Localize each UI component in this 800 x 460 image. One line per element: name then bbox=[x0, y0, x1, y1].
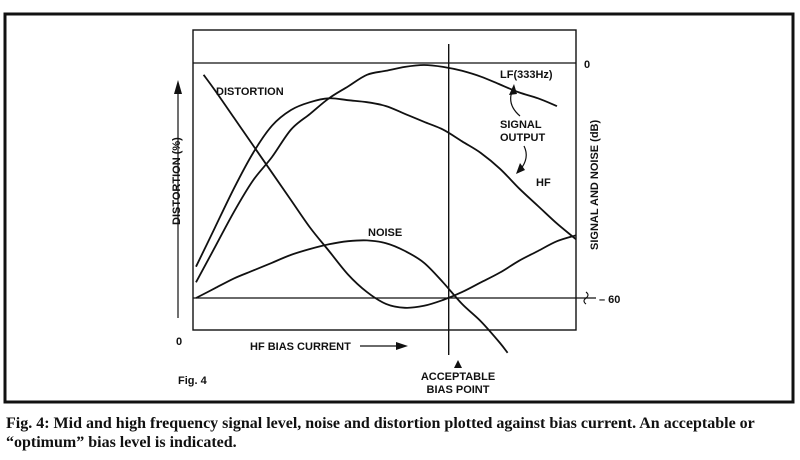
series-layer bbox=[195, 64, 577, 354]
bias-point-label-line2: BIAS POINT bbox=[427, 384, 490, 396]
right-tick-minus-sixty: – 60 bbox=[599, 294, 620, 306]
right-y-axis-label: SIGNAL AND NOISE (dB) bbox=[589, 119, 601, 250]
x-axis-label: HF BIAS CURRENT bbox=[250, 341, 351, 353]
figure-caption: Fig. 4: Mid and high frequency signal le… bbox=[6, 415, 755, 451]
axis-break-mark bbox=[583, 291, 589, 305]
x-axis-arrowhead bbox=[396, 342, 408, 350]
signal-output-arrowhead-up bbox=[509, 84, 517, 95]
series-line-hf bbox=[195, 97, 577, 268]
signal-output-label-line2: OUTPUT bbox=[500, 132, 546, 144]
series-label-hf: HF bbox=[536, 177, 551, 189]
series-line-lf-333hz bbox=[195, 64, 558, 283]
bias-point-label-line1: ACCEPTABLE bbox=[421, 371, 495, 383]
left-y-axis-label: DISTORTION (%) bbox=[171, 137, 183, 225]
distortion-axis-arrowhead bbox=[174, 80, 182, 94]
series-label-distortion: DISTORTION bbox=[216, 86, 284, 98]
signal-output-arrowhead-down bbox=[516, 163, 525, 174]
series-line-distortion bbox=[202, 74, 577, 309]
series-label-lf: LF(333Hz) bbox=[500, 69, 553, 81]
fig-label: Fig. 4 bbox=[178, 375, 208, 387]
x-origin-label: 0 bbox=[176, 336, 182, 348]
right-tick-zero: 0 bbox=[584, 59, 590, 71]
series-label-noise: NOISE bbox=[368, 227, 402, 239]
bias-point-arrowhead bbox=[454, 360, 462, 368]
plot-box bbox=[192, 29, 577, 331]
signal-output-label-line1: SIGNAL bbox=[500, 119, 542, 131]
series-line-noise bbox=[195, 239, 509, 354]
figure-frame bbox=[3, 12, 795, 404]
